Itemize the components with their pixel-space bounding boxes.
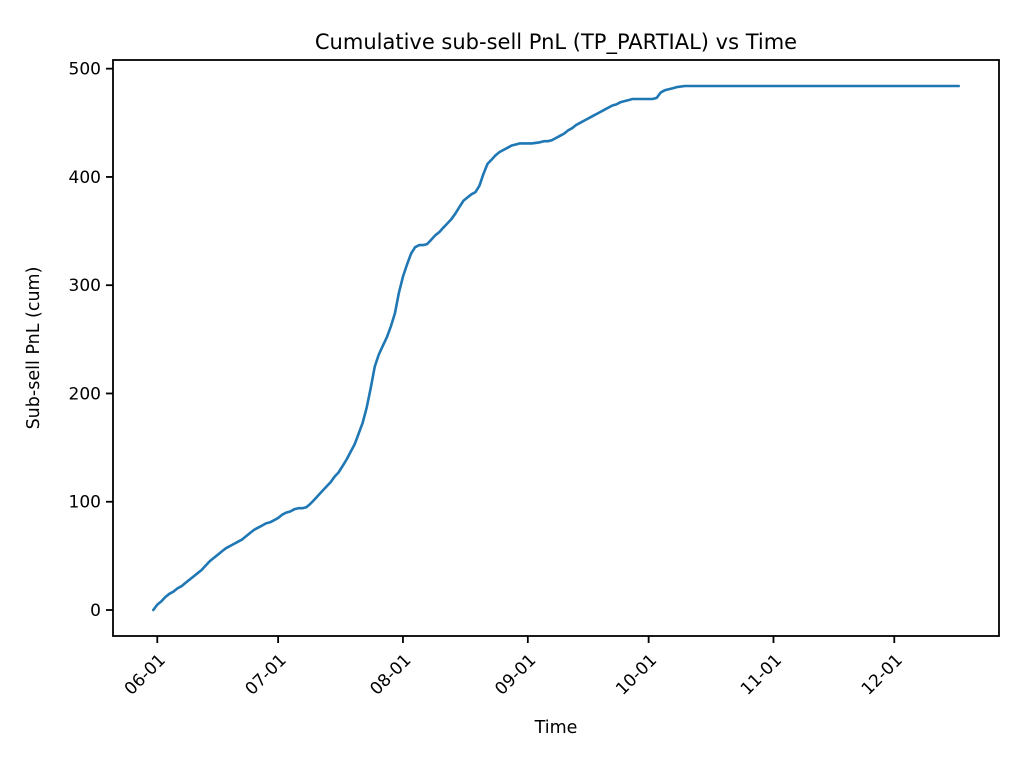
- x-axis-label: Time: [534, 718, 578, 738]
- chart-title: Cumulative sub-sell PnL (TP_PARTIAL) vs …: [315, 30, 797, 55]
- y-tick-label: 400: [69, 168, 101, 188]
- x-tick-label: 06-01: [121, 650, 170, 699]
- x-tick-label: 08-01: [366, 650, 415, 699]
- x-tick-label: 12-01: [858, 650, 907, 699]
- x-tick-label: 09-01: [491, 650, 540, 699]
- y-tick-label: 100: [69, 493, 101, 513]
- y-tick-label: 500: [69, 60, 101, 80]
- pnl-line: [152, 84, 960, 612]
- y-tick-label: 200: [69, 384, 101, 404]
- plot-area-border: [112, 59, 1000, 637]
- x-tick-label: 11-01: [737, 650, 786, 699]
- x-axis-ticks: 06-01 07-01 08-01 09-01 10-01 11-01 12-01: [121, 636, 907, 699]
- y-tick-label: 300: [69, 276, 101, 296]
- x-tick-label: 10-01: [612, 650, 661, 699]
- y-axis-ticks: 0 100 200 300 400 500: [69, 60, 113, 621]
- x-tick-label: 07-01: [242, 650, 291, 699]
- y-tick-label: 0: [90, 601, 101, 621]
- y-axis-label: Sub-sell PnL (cum): [24, 267, 44, 430]
